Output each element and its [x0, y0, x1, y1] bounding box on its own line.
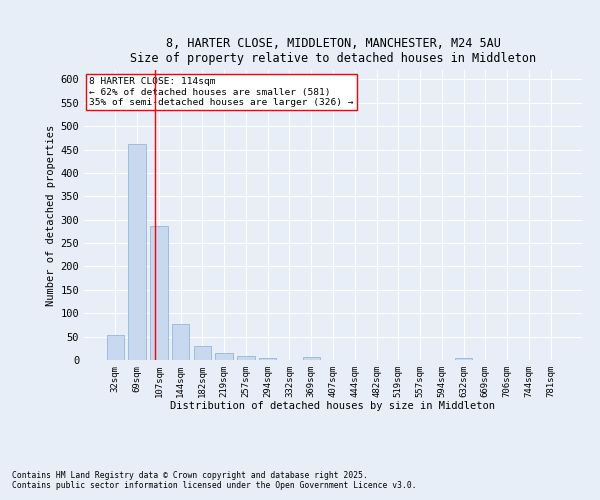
- Bar: [237, 356, 254, 360]
- Title: 8, HARTER CLOSE, MIDDLETON, MANCHESTER, M24 5AU
Size of property relative to det: 8, HARTER CLOSE, MIDDLETON, MANCHESTER, …: [130, 36, 536, 64]
- Text: Contains HM Land Registry data © Crown copyright and database right 2025.: Contains HM Land Registry data © Crown c…: [12, 470, 368, 480]
- Text: 8 HARTER CLOSE: 114sqm
← 62% of detached houses are smaller (581)
35% of semi-de: 8 HARTER CLOSE: 114sqm ← 62% of detached…: [89, 77, 353, 107]
- Bar: [259, 358, 277, 360]
- Bar: [455, 358, 472, 360]
- Bar: [107, 335, 124, 360]
- Y-axis label: Number of detached properties: Number of detached properties: [46, 124, 56, 306]
- Bar: [150, 226, 167, 360]
- X-axis label: Distribution of detached houses by size in Middleton: Distribution of detached houses by size …: [170, 402, 496, 411]
- Bar: [215, 352, 233, 360]
- Text: Contains public sector information licensed under the Open Government Licence v3: Contains public sector information licen…: [12, 480, 416, 490]
- Bar: [172, 324, 190, 360]
- Bar: [128, 144, 146, 360]
- Bar: [194, 346, 211, 360]
- Bar: [302, 357, 320, 360]
